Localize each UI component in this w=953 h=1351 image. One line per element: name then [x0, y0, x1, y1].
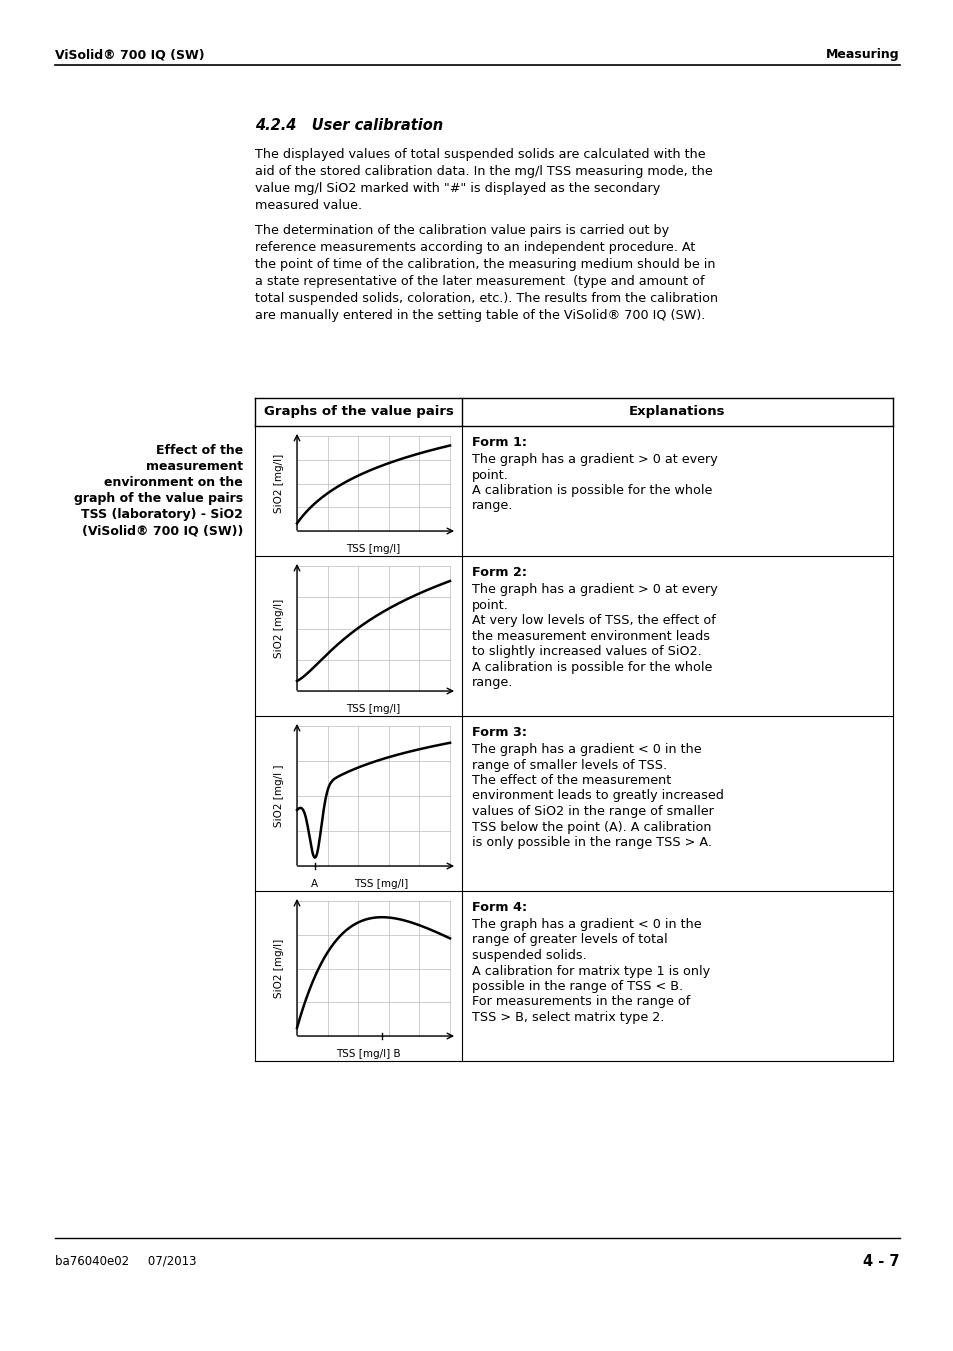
Text: Form 2:: Form 2: — [472, 566, 526, 580]
Text: a state representative of the later measurement  (type and amount of: a state representative of the later meas… — [254, 276, 703, 288]
Text: Measuring: Measuring — [825, 49, 899, 61]
Text: Form 4:: Form 4: — [472, 901, 527, 915]
Text: values of SiO2 in the range of smaller: values of SiO2 in the range of smaller — [472, 805, 713, 817]
Text: the measurement environment leads: the measurement environment leads — [472, 630, 709, 643]
Text: TSS (laboratory) - SiO2: TSS (laboratory) - SiO2 — [81, 508, 243, 521]
Text: A calibration is possible for the whole: A calibration is possible for the whole — [472, 484, 712, 497]
Text: range of smaller levels of TSS.: range of smaller levels of TSS. — [472, 758, 666, 771]
Text: 4 - 7: 4 - 7 — [862, 1254, 899, 1269]
Text: graph of the value pairs: graph of the value pairs — [73, 492, 243, 505]
Text: The graph has a gradient > 0 at every: The graph has a gradient > 0 at every — [472, 453, 717, 466]
Text: 4.2.4   User calibration: 4.2.4 User calibration — [254, 118, 442, 132]
Text: possible in the range of TSS < B.: possible in the range of TSS < B. — [472, 979, 682, 993]
Text: A calibration is possible for the whole: A calibration is possible for the whole — [472, 661, 712, 674]
Text: the point of time of the calibration, the measuring medium should be in: the point of time of the calibration, th… — [254, 258, 715, 272]
Text: SiO2 [mg/l]: SiO2 [mg/l] — [274, 598, 284, 658]
Text: The graph has a gradient > 0 at every: The graph has a gradient > 0 at every — [472, 584, 717, 596]
Text: environment on the: environment on the — [104, 476, 243, 489]
Text: TSS [mg/l]: TSS [mg/l] — [346, 704, 400, 713]
Text: range.: range. — [472, 500, 513, 512]
Text: The graph has a gradient < 0 in the: The graph has a gradient < 0 in the — [472, 743, 700, 757]
Text: The effect of the measurement: The effect of the measurement — [472, 774, 671, 788]
Text: For measurements in the range of: For measurements in the range of — [472, 996, 690, 1008]
Text: range.: range. — [472, 676, 513, 689]
Text: suspended solids.: suspended solids. — [472, 948, 586, 962]
Text: total suspended solids, coloration, etc.). The results from the calibration: total suspended solids, coloration, etc.… — [254, 292, 718, 305]
Text: reference measurements according to an independent procedure. At: reference measurements according to an i… — [254, 240, 695, 254]
Text: range of greater levels of total: range of greater levels of total — [472, 934, 667, 947]
Text: value mg/l SiO2 marked with "#" is displayed as the secondary: value mg/l SiO2 marked with "#" is displ… — [254, 182, 659, 195]
Text: A calibration for matrix type 1 is only: A calibration for matrix type 1 is only — [472, 965, 709, 978]
Text: TSS below the point (A). A calibration: TSS below the point (A). A calibration — [472, 820, 711, 834]
Text: measured value.: measured value. — [254, 199, 362, 212]
Text: Form 1:: Form 1: — [472, 436, 526, 449]
Text: point.: point. — [472, 598, 508, 612]
Text: environment leads to greatly increased: environment leads to greatly increased — [472, 789, 723, 802]
Text: The displayed values of total suspended solids are calculated with the: The displayed values of total suspended … — [254, 149, 705, 161]
Text: SiO2 [mg/l]: SiO2 [mg/l] — [274, 939, 284, 998]
Text: ba76040e02     07/2013: ba76040e02 07/2013 — [55, 1254, 196, 1267]
Text: measurement: measurement — [146, 459, 243, 473]
Text: ViSolid® 700 IQ (SW): ViSolid® 700 IQ (SW) — [55, 49, 204, 61]
Text: to slightly increased values of SiO2.: to slightly increased values of SiO2. — [472, 644, 701, 658]
Text: aid of the stored calibration data. In the mg/l TSS measuring mode, the: aid of the stored calibration data. In t… — [254, 165, 712, 178]
Text: The graph has a gradient < 0 in the: The graph has a gradient < 0 in the — [472, 917, 700, 931]
Text: The determination of the calibration value pairs is carried out by: The determination of the calibration val… — [254, 224, 668, 236]
Text: is only possible in the range TSS > A.: is only possible in the range TSS > A. — [472, 836, 711, 848]
Text: (ViSolid® 700 IQ (SW)): (ViSolid® 700 IQ (SW)) — [82, 524, 243, 536]
Text: TSS [mg/l]: TSS [mg/l] — [346, 544, 400, 554]
Text: Form 3:: Form 3: — [472, 725, 526, 739]
Text: TSS [mg/l]: TSS [mg/l] — [354, 880, 408, 889]
Text: TSS > B, select matrix type 2.: TSS > B, select matrix type 2. — [472, 1011, 663, 1024]
Text: SiO2 [mg/l ]: SiO2 [mg/l ] — [274, 765, 284, 827]
Text: TSS [mg/l] B: TSS [mg/l] B — [335, 1048, 400, 1059]
Text: Effect of the: Effect of the — [155, 444, 243, 457]
Text: SiO2 [mg/l]: SiO2 [mg/l] — [274, 454, 284, 513]
Text: At very low levels of TSS, the effect of: At very low levels of TSS, the effect of — [472, 613, 715, 627]
Text: are manually entered in the setting table of the ViSolid® 700 IQ (SW).: are manually entered in the setting tabl… — [254, 309, 704, 322]
Text: A: A — [311, 880, 318, 889]
Text: point.: point. — [472, 469, 508, 481]
Text: Explanations: Explanations — [629, 405, 725, 417]
Text: Graphs of the value pairs: Graphs of the value pairs — [263, 405, 453, 417]
